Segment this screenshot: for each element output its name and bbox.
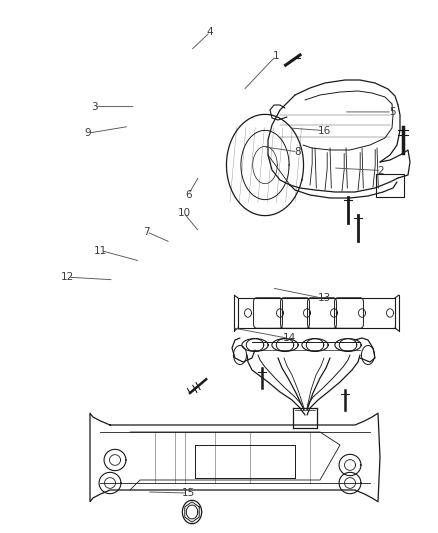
Text: 2: 2 [378,166,385,175]
Text: 14: 14 [283,334,296,343]
Text: 4: 4 [207,27,214,37]
Text: 1: 1 [272,51,279,61]
Text: 13: 13 [318,294,331,303]
Text: 11: 11 [94,246,107,255]
Text: 6: 6 [185,190,192,199]
Text: 15: 15 [182,488,195,498]
Text: 5: 5 [389,107,396,117]
Text: 7: 7 [143,227,150,237]
Text: 3: 3 [91,102,98,111]
Text: 16: 16 [318,126,331,135]
Text: 8: 8 [294,147,301,157]
Text: 12: 12 [61,272,74,282]
Text: 9: 9 [84,128,91,138]
Text: 10: 10 [177,208,191,218]
